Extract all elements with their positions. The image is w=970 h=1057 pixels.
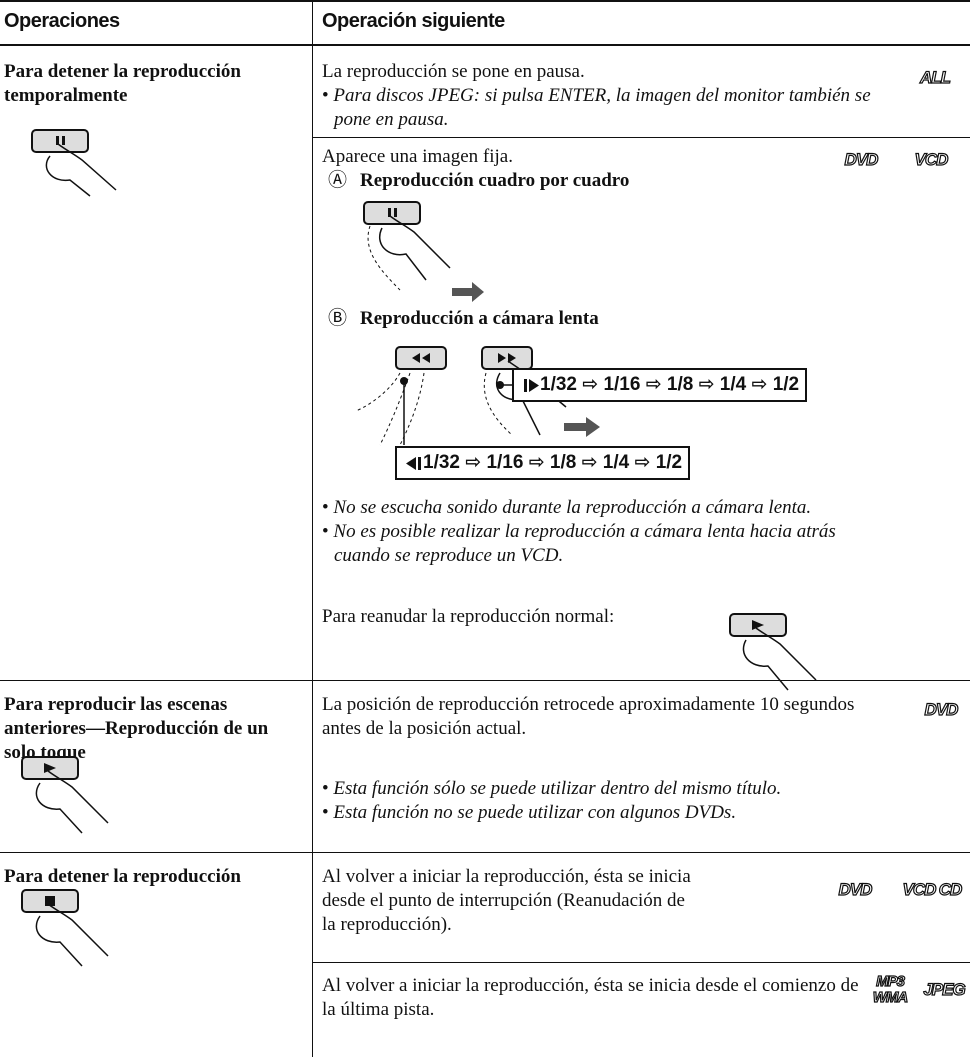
rule <box>0 852 970 853</box>
rule <box>0 44 970 46</box>
rule <box>312 0 313 1057</box>
note: Esta función no se puede utilizar con al… <box>322 801 970 825</box>
item-marker: Ⓐ <box>328 170 348 191</box>
speed-sequence: 1/32 ⇨ 1/16 ⇨ 1/8 ⇨ 1/4 ⇨ 1/2 <box>395 446 691 480</box>
disc-badge: DVD <box>838 880 873 899</box>
cell-text: Para reanudar la reproducción normal: <box>322 606 615 627</box>
button-icon <box>363 201 484 302</box>
slow-forward-icon <box>524 379 539 392</box>
cell-text: Al volver a iniciar la reproducción, ést… <box>322 866 691 935</box>
item-title: Reproducción a cámara lenta <box>360 308 599 329</box>
header-cell: Operación siguiente <box>322 10 505 32</box>
rule <box>312 962 970 963</box>
disc-badge: CD <box>938 880 963 899</box>
disc-badge: VCD <box>902 880 937 899</box>
disc-badge: JPEG <box>923 980 967 999</box>
note: Para discos JPEG: si pulsa ENTER, la ima… <box>322 84 894 132</box>
cell-text: La reproducción se pone en pausa. <box>322 61 585 82</box>
operation: Para detener la reproducción <box>4 866 241 887</box>
button-icon <box>21 889 109 967</box>
cell-text: Al volver a iniciar la reproducción, ést… <box>322 975 859 1020</box>
button-icon <box>21 756 109 834</box>
rule <box>0 0 970 2</box>
disc-badge: MP3 WMA <box>872 973 909 1006</box>
note: No es posible realizar la reproducción a… <box>322 520 894 568</box>
slow-reverse-icon <box>406 457 421 470</box>
speed-sequence: 1/32 ⇨ 1/16 ⇨ 1/8 ⇨ 1/4 ⇨ 1/2 <box>512 368 808 402</box>
operation: Para detener la reproducción temporalmen… <box>4 61 241 106</box>
disc-badge: ALL <box>919 68 951 87</box>
disc-badge: DVD <box>924 700 959 719</box>
item-title: Reproducción cuadro por cuadro <box>360 170 630 191</box>
note: Esta función sólo se puede utilizar dent… <box>322 777 970 801</box>
note: No se escucha sonido durante la reproduc… <box>322 496 970 520</box>
disc-badge: VCD <box>914 150 949 169</box>
button-icon <box>729 613 817 691</box>
cell-text: La posición de reproducción retrocede ap… <box>322 694 855 739</box>
rule <box>0 680 970 681</box>
header-cell: Operaciones <box>4 10 120 32</box>
item-marker: Ⓑ <box>328 308 348 329</box>
cell-text: Aparece una imagen fija. <box>322 146 513 167</box>
rule <box>312 137 970 138</box>
button-icon <box>31 129 117 197</box>
disc-badge: DVD <box>844 150 879 169</box>
